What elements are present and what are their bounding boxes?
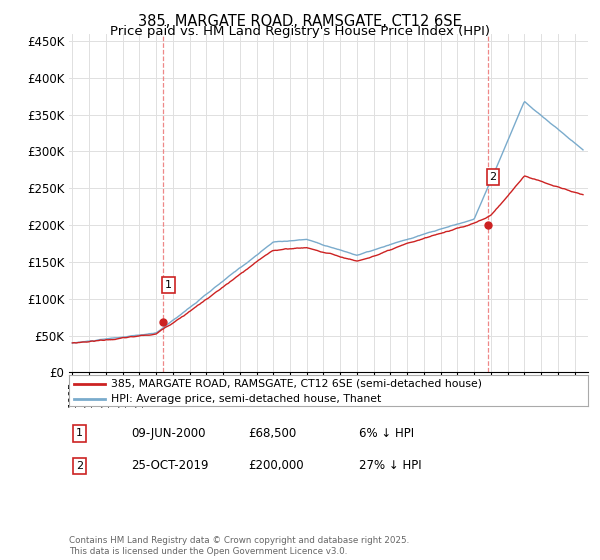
Text: 27% ↓ HPI: 27% ↓ HPI	[359, 459, 421, 473]
Text: £68,500: £68,500	[248, 427, 296, 440]
Text: 1: 1	[76, 428, 83, 438]
Text: Price paid vs. HM Land Registry's House Price Index (HPI): Price paid vs. HM Land Registry's House …	[110, 25, 490, 38]
Text: 6% ↓ HPI: 6% ↓ HPI	[359, 427, 414, 440]
Text: 2: 2	[76, 461, 83, 471]
Text: 385, MARGATE ROAD, RAMSGATE, CT12 6SE (semi-detached house): 385, MARGATE ROAD, RAMSGATE, CT12 6SE (s…	[110, 379, 482, 389]
Text: HPI: Average price, semi-detached house, Thanet: HPI: Average price, semi-detached house,…	[110, 394, 381, 404]
Text: 09-JUN-2000: 09-JUN-2000	[131, 427, 205, 440]
Text: 1: 1	[165, 280, 172, 290]
Text: £200,000: £200,000	[248, 459, 304, 473]
Text: 2: 2	[490, 172, 496, 182]
Text: Contains HM Land Registry data © Crown copyright and database right 2025.
This d: Contains HM Land Registry data © Crown c…	[69, 536, 409, 556]
Text: 25-OCT-2019: 25-OCT-2019	[131, 459, 208, 473]
Text: 385, MARGATE ROAD, RAMSGATE, CT12 6SE: 385, MARGATE ROAD, RAMSGATE, CT12 6SE	[138, 14, 462, 29]
